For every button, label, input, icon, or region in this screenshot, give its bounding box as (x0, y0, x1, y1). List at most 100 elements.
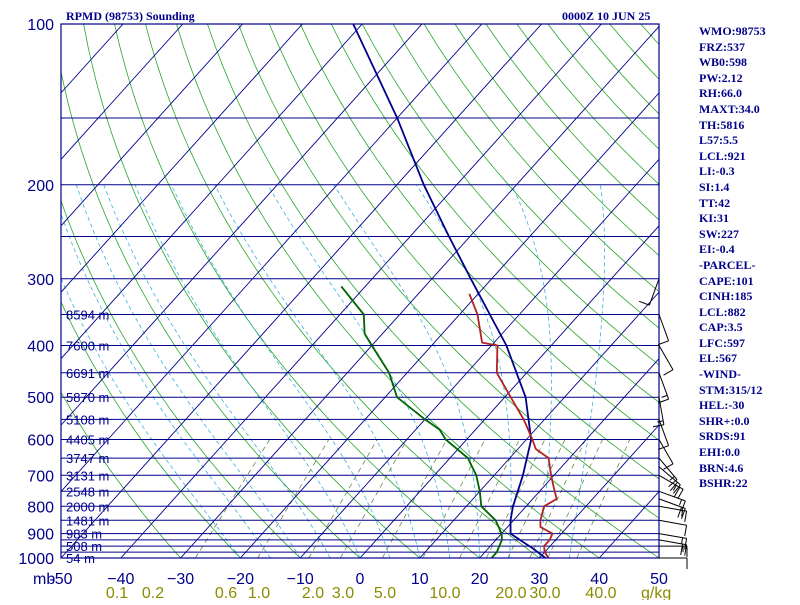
temperature-tick-label: 10 (411, 571, 429, 588)
temperature-tick-label: −30 (167, 571, 194, 588)
mixing-ratio-label: 3.0 (332, 585, 354, 600)
pressure-tick-label: 300 (27, 272, 54, 289)
isotherm (240, 92, 659, 558)
height-label: 8594 m (66, 308, 109, 323)
isotherm (61, 24, 303, 293)
parcel-section-heading: -PARCEL- (699, 257, 756, 272)
wind-barb (658, 466, 681, 494)
moist-adiabat (134, 184, 361, 558)
mixing-ratio-line (422, 439, 486, 558)
pressure-tick-label: 400 (27, 339, 54, 356)
pressure-tick-label: 500 (27, 390, 54, 407)
index-l57: L57:5.5 (699, 133, 738, 148)
pressure-tick-label: 700 (27, 468, 54, 485)
isotherm (299, 158, 659, 558)
mixing-ratio-label: 30.0 (529, 585, 560, 600)
wind-section-heading: -WIND- (699, 367, 741, 382)
index-wmo: WMO:98753 (699, 24, 766, 38)
index-ei: EI:-0.4 (699, 242, 735, 257)
mixing-ratio-label: 0.1 (106, 585, 128, 600)
wind-barb (658, 372, 670, 404)
mixing-ratio-label: 10.0 (429, 585, 460, 600)
wind-barb (638, 278, 660, 306)
wind-barb (658, 533, 688, 550)
index-lfc: LFC:597 (699, 335, 745, 350)
index-ehi: EHI:0.0 (699, 445, 741, 460)
height-label: 4405 m (66, 433, 109, 448)
pressure-tick-label: 1000 (18, 551, 54, 568)
index-maxt: MAXT:34.0 (699, 101, 760, 116)
temperature-tick-label: −40 (107, 571, 134, 588)
index-sw: SW:227 (699, 226, 740, 241)
index-ki: KI:31 (699, 211, 729, 226)
isotherm (61, 24, 423, 426)
isotherm (61, 24, 483, 493)
isotherm (61, 24, 542, 558)
index-th: TH:5816 (699, 117, 745, 132)
isotherm (479, 357, 659, 558)
temperature-tick-label: −20 (227, 571, 254, 588)
isotherm (61, 24, 363, 360)
wind-barb (659, 557, 688, 569)
moist-adiabat (171, 184, 391, 558)
pressure-tick-label: 100 (27, 17, 54, 34)
temperature-tick-label: 0 (356, 571, 365, 588)
temperature-profile (468, 293, 558, 558)
height-label: 3131 m (66, 468, 109, 483)
height-label: 983 m (66, 527, 102, 542)
height-label: 3747 m (66, 451, 109, 466)
index-lcl: LCL:921 (699, 148, 746, 163)
isotherm (180, 25, 659, 558)
chart-title: RPMD (98753) Sounding (66, 9, 195, 23)
mixing-ratio-line (381, 439, 448, 558)
temperature-tick-label: 40 (590, 571, 608, 588)
pressure-tick-label: 900 (27, 527, 54, 544)
mixing-ratio-label: 5.0 (374, 585, 396, 600)
wind-barb (658, 314, 670, 346)
index-tt: TT:42 (699, 195, 731, 210)
index-stm: STM:315/12 (699, 382, 763, 397)
temperature-tick-label: -50 (49, 571, 72, 588)
index-frz: FRZ:537 (699, 39, 745, 54)
height-label: 2548 m (66, 484, 109, 499)
index-pw: PW:2.12 (699, 70, 743, 85)
height-label: 7600 m (66, 339, 109, 354)
isotherm (539, 424, 659, 558)
index-si: SI:1.4 (699, 179, 730, 194)
height-label: 1481 m (66, 513, 109, 528)
pressure-tick-label: 800 (27, 499, 54, 516)
index-srds: SRDS:91 (699, 429, 746, 444)
mixing-ratio-line (529, 439, 586, 558)
wind-barb (658, 490, 686, 512)
height-label: 54 m (66, 551, 95, 566)
index-hel: HEL:-30 (699, 398, 745, 413)
pressure-tick-label: 200 (27, 178, 54, 195)
index-cape: CAPE:101 (699, 273, 754, 288)
index-cap: CAP:3.5 (699, 320, 743, 335)
height-label: 508 m (66, 539, 102, 554)
isotherm (61, 24, 184, 161)
index-cinh: CINH:185 (699, 289, 753, 304)
index-li: LI:-0.3 (699, 164, 735, 179)
height-label: 2000 m (66, 499, 109, 514)
moist-adiabat (75, 184, 301, 558)
index-rh: RH:66.0 (699, 86, 742, 101)
temperature-tick-label: −10 (287, 571, 314, 588)
height-label: 5870 m (66, 390, 109, 405)
index-wb0: WB0:598 (699, 55, 747, 70)
mixing-ratio-line (340, 439, 408, 558)
plot-area (61, 24, 659, 558)
isotherm (61, 24, 243, 227)
wind-barb (658, 498, 686, 519)
mixing-ratio-unit-label: g/kg (641, 585, 671, 600)
mixing-ratio-label: 0.2 (142, 585, 164, 600)
mixing-ratio-label: 20.0 (495, 585, 526, 600)
mixing-ratio-line (576, 439, 631, 558)
height-label: 5108 m (66, 412, 109, 427)
wind-barb (658, 519, 688, 537)
index-el: EL:567 (699, 351, 738, 366)
temperature-tick-label: 30 (531, 571, 549, 588)
